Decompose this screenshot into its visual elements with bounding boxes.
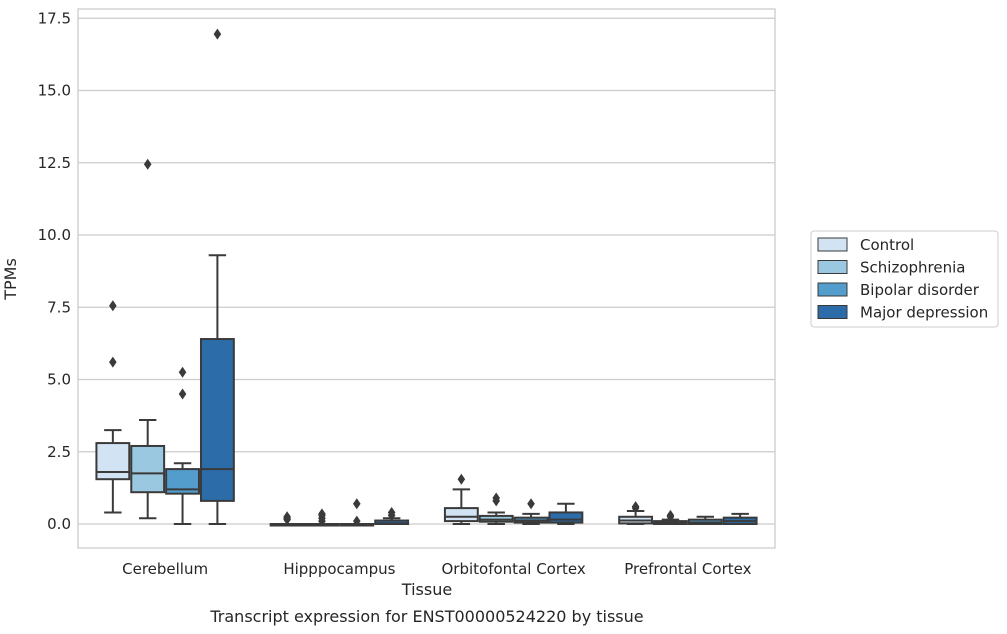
gridlines	[78, 17, 775, 525]
plot-frame	[77, 8, 776, 549]
box-body	[443, 507, 479, 523]
legend: Control Schizophrenia Bipolar disorder Majo…	[810, 230, 999, 328]
box-major-depression	[374, 506, 410, 525]
y-tick-label: 10.0	[38, 226, 71, 244]
box-control	[443, 473, 479, 525]
legend-swatch	[817, 260, 848, 274]
outlier-point	[109, 300, 117, 312]
legend-label: Major depression	[860, 304, 988, 322]
y-tick-label: 12.5	[38, 154, 71, 172]
outlier-point	[666, 509, 675, 521]
legend-label: Bipolar disorder	[860, 281, 980, 299]
box-control	[618, 501, 654, 525]
legend-frame	[810, 230, 999, 328]
box-bipolar-disorder	[339, 498, 375, 527]
outlier-point	[213, 28, 222, 40]
y-tick-label: 7.5	[47, 298, 71, 316]
legend-label: Control	[860, 236, 914, 254]
legend-swatch	[817, 282, 848, 297]
outlier-point	[283, 511, 291, 523]
x-axis-title: Tissue	[401, 580, 452, 599]
outlier-point	[109, 356, 117, 368]
x-tick-label: Prefrontal Cortex	[624, 560, 751, 578]
x-tick-label: Cerebellum	[122, 560, 208, 578]
box-body	[199, 338, 235, 502]
y-axis-title: TPMs	[1, 258, 20, 301]
legend-swatch	[817, 305, 848, 319]
box-body	[130, 444, 166, 494]
box-control	[95, 300, 131, 514]
box-schizophrenia	[304, 508, 340, 527]
outlier-point	[353, 515, 361, 527]
box-major-depression	[548, 502, 584, 525]
box-schizophrenia	[478, 492, 514, 525]
y-tick-label: 2.5	[47, 443, 71, 461]
box-schizophrenia	[653, 509, 688, 525]
outlier-point	[457, 473, 466, 485]
outlier-point	[318, 508, 326, 520]
y-tick-labels: 0.0 2.5 5.0 7.5 10.0 12.5 15.0 17.5	[38, 9, 71, 533]
y-tick-label: 15.0	[38, 82, 71, 100]
box-body	[95, 442, 131, 481]
y-tick-label: 5.0	[47, 371, 71, 389]
x-tick-labels: Cerebellum Hipppocampus Orbitofontal Corte…	[122, 560, 751, 578]
box-bipolar-disorder	[513, 498, 549, 525]
outlier-point	[527, 498, 535, 510]
chart-caption: Transcript expression for ENST0000052422…	[209, 607, 643, 626]
outlier-point	[631, 501, 640, 513]
outlier-point	[492, 492, 500, 504]
outlier-point	[387, 506, 396, 518]
y-tick-label: 17.5	[38, 9, 71, 27]
outlier-point	[178, 366, 187, 378]
legend-label: Schizophrenia	[860, 259, 965, 277]
y-tick-label: 0.0	[47, 515, 71, 533]
outlier-point	[353, 498, 361, 510]
box-body	[548, 511, 584, 524]
box-control	[269, 511, 305, 527]
x-tick-label: Hipppocampus	[283, 560, 395, 578]
x-tick-label: Orbitofontal Cortex	[442, 560, 586, 578]
box-bipolar-disorder	[165, 366, 200, 525]
box-major-depression	[722, 512, 758, 526]
legend-swatch	[817, 237, 848, 252]
box-schizophrenia	[130, 158, 166, 520]
outlier-point	[143, 158, 152, 170]
box-major-depression	[199, 28, 235, 525]
outlier-point	[178, 388, 187, 400]
boxes	[95, 28, 758, 527]
box-bipolar-disorder	[687, 515, 723, 525]
